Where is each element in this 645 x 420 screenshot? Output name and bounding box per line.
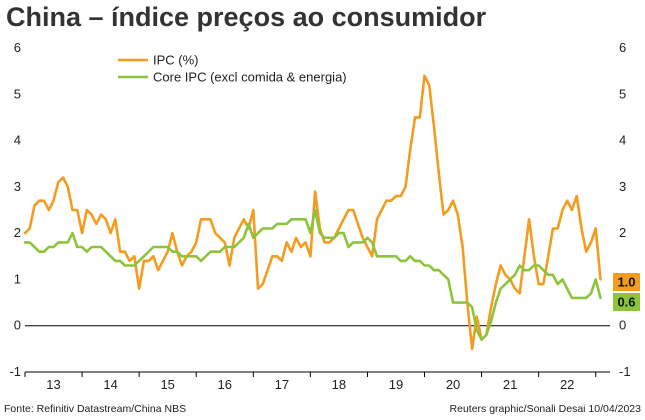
series-line-ipc bbox=[23, 74, 602, 351]
y-axis-left: -1 0 1 2 3 4 5 6 bbox=[9, 40, 21, 379]
x-tick-label: 15 bbox=[160, 377, 174, 392]
x-tick-label: 20 bbox=[446, 377, 460, 392]
chart-title: China – índice preços ao consumidor bbox=[6, 2, 487, 32]
y-tick-label: 6 bbox=[619, 40, 626, 55]
x-axis: 13 14 15 16 17 18 19 20 21 22 bbox=[24, 372, 597, 392]
x-tick-label: 13 bbox=[46, 377, 60, 392]
end-value-label: 1.0 bbox=[617, 275, 635, 290]
y-tick-label: -1 bbox=[619, 364, 631, 379]
x-tick-label: 14 bbox=[103, 377, 117, 392]
y-tick-label: 0 bbox=[619, 318, 626, 333]
end-value-labels: 1.00.6 bbox=[613, 273, 640, 311]
x-tick-label: 22 bbox=[560, 377, 574, 392]
y-tick-label: 3 bbox=[14, 179, 21, 194]
y-tick-label: 6 bbox=[14, 40, 21, 55]
x-tick-label: 21 bbox=[503, 377, 517, 392]
y-tick-label: 4 bbox=[619, 133, 626, 148]
legend: IPC (%) Core IPC (excl comida & energia) bbox=[118, 53, 347, 85]
end-value-badge bbox=[613, 293, 640, 311]
y-tick-label: 2 bbox=[619, 225, 626, 240]
footer-credit: Reuters graphic/Sonali Desai 10/04/2023 bbox=[449, 403, 641, 415]
x-tick-label: 19 bbox=[389, 377, 403, 392]
y-tick-label: -1 bbox=[9, 364, 21, 379]
end-value-label: 0.6 bbox=[617, 295, 635, 310]
y-tick-label: 5 bbox=[14, 86, 21, 101]
y-tick-label: 1 bbox=[14, 271, 21, 286]
series-line-core-ipc bbox=[23, 208, 602, 341]
y-tick-label: 4 bbox=[14, 133, 21, 148]
legend-label: IPC (%) bbox=[153, 53, 199, 68]
y-tick-label: 0 bbox=[14, 318, 21, 333]
y-tick-label: 2 bbox=[14, 225, 21, 240]
end-value-badge bbox=[613, 273, 640, 291]
y-tick-label: 3 bbox=[619, 179, 626, 194]
x-tick-label: 16 bbox=[218, 377, 232, 392]
footer-source: Fonte: Refinitiv Datastream/China NBS bbox=[4, 403, 187, 415]
x-tick-label: 17 bbox=[275, 377, 289, 392]
y-tick-label: 5 bbox=[619, 86, 626, 101]
legend-label: Core IPC (excl comida & energia) bbox=[153, 70, 347, 85]
series-layer bbox=[23, 74, 602, 351]
x-tick-label: 18 bbox=[332, 377, 346, 392]
